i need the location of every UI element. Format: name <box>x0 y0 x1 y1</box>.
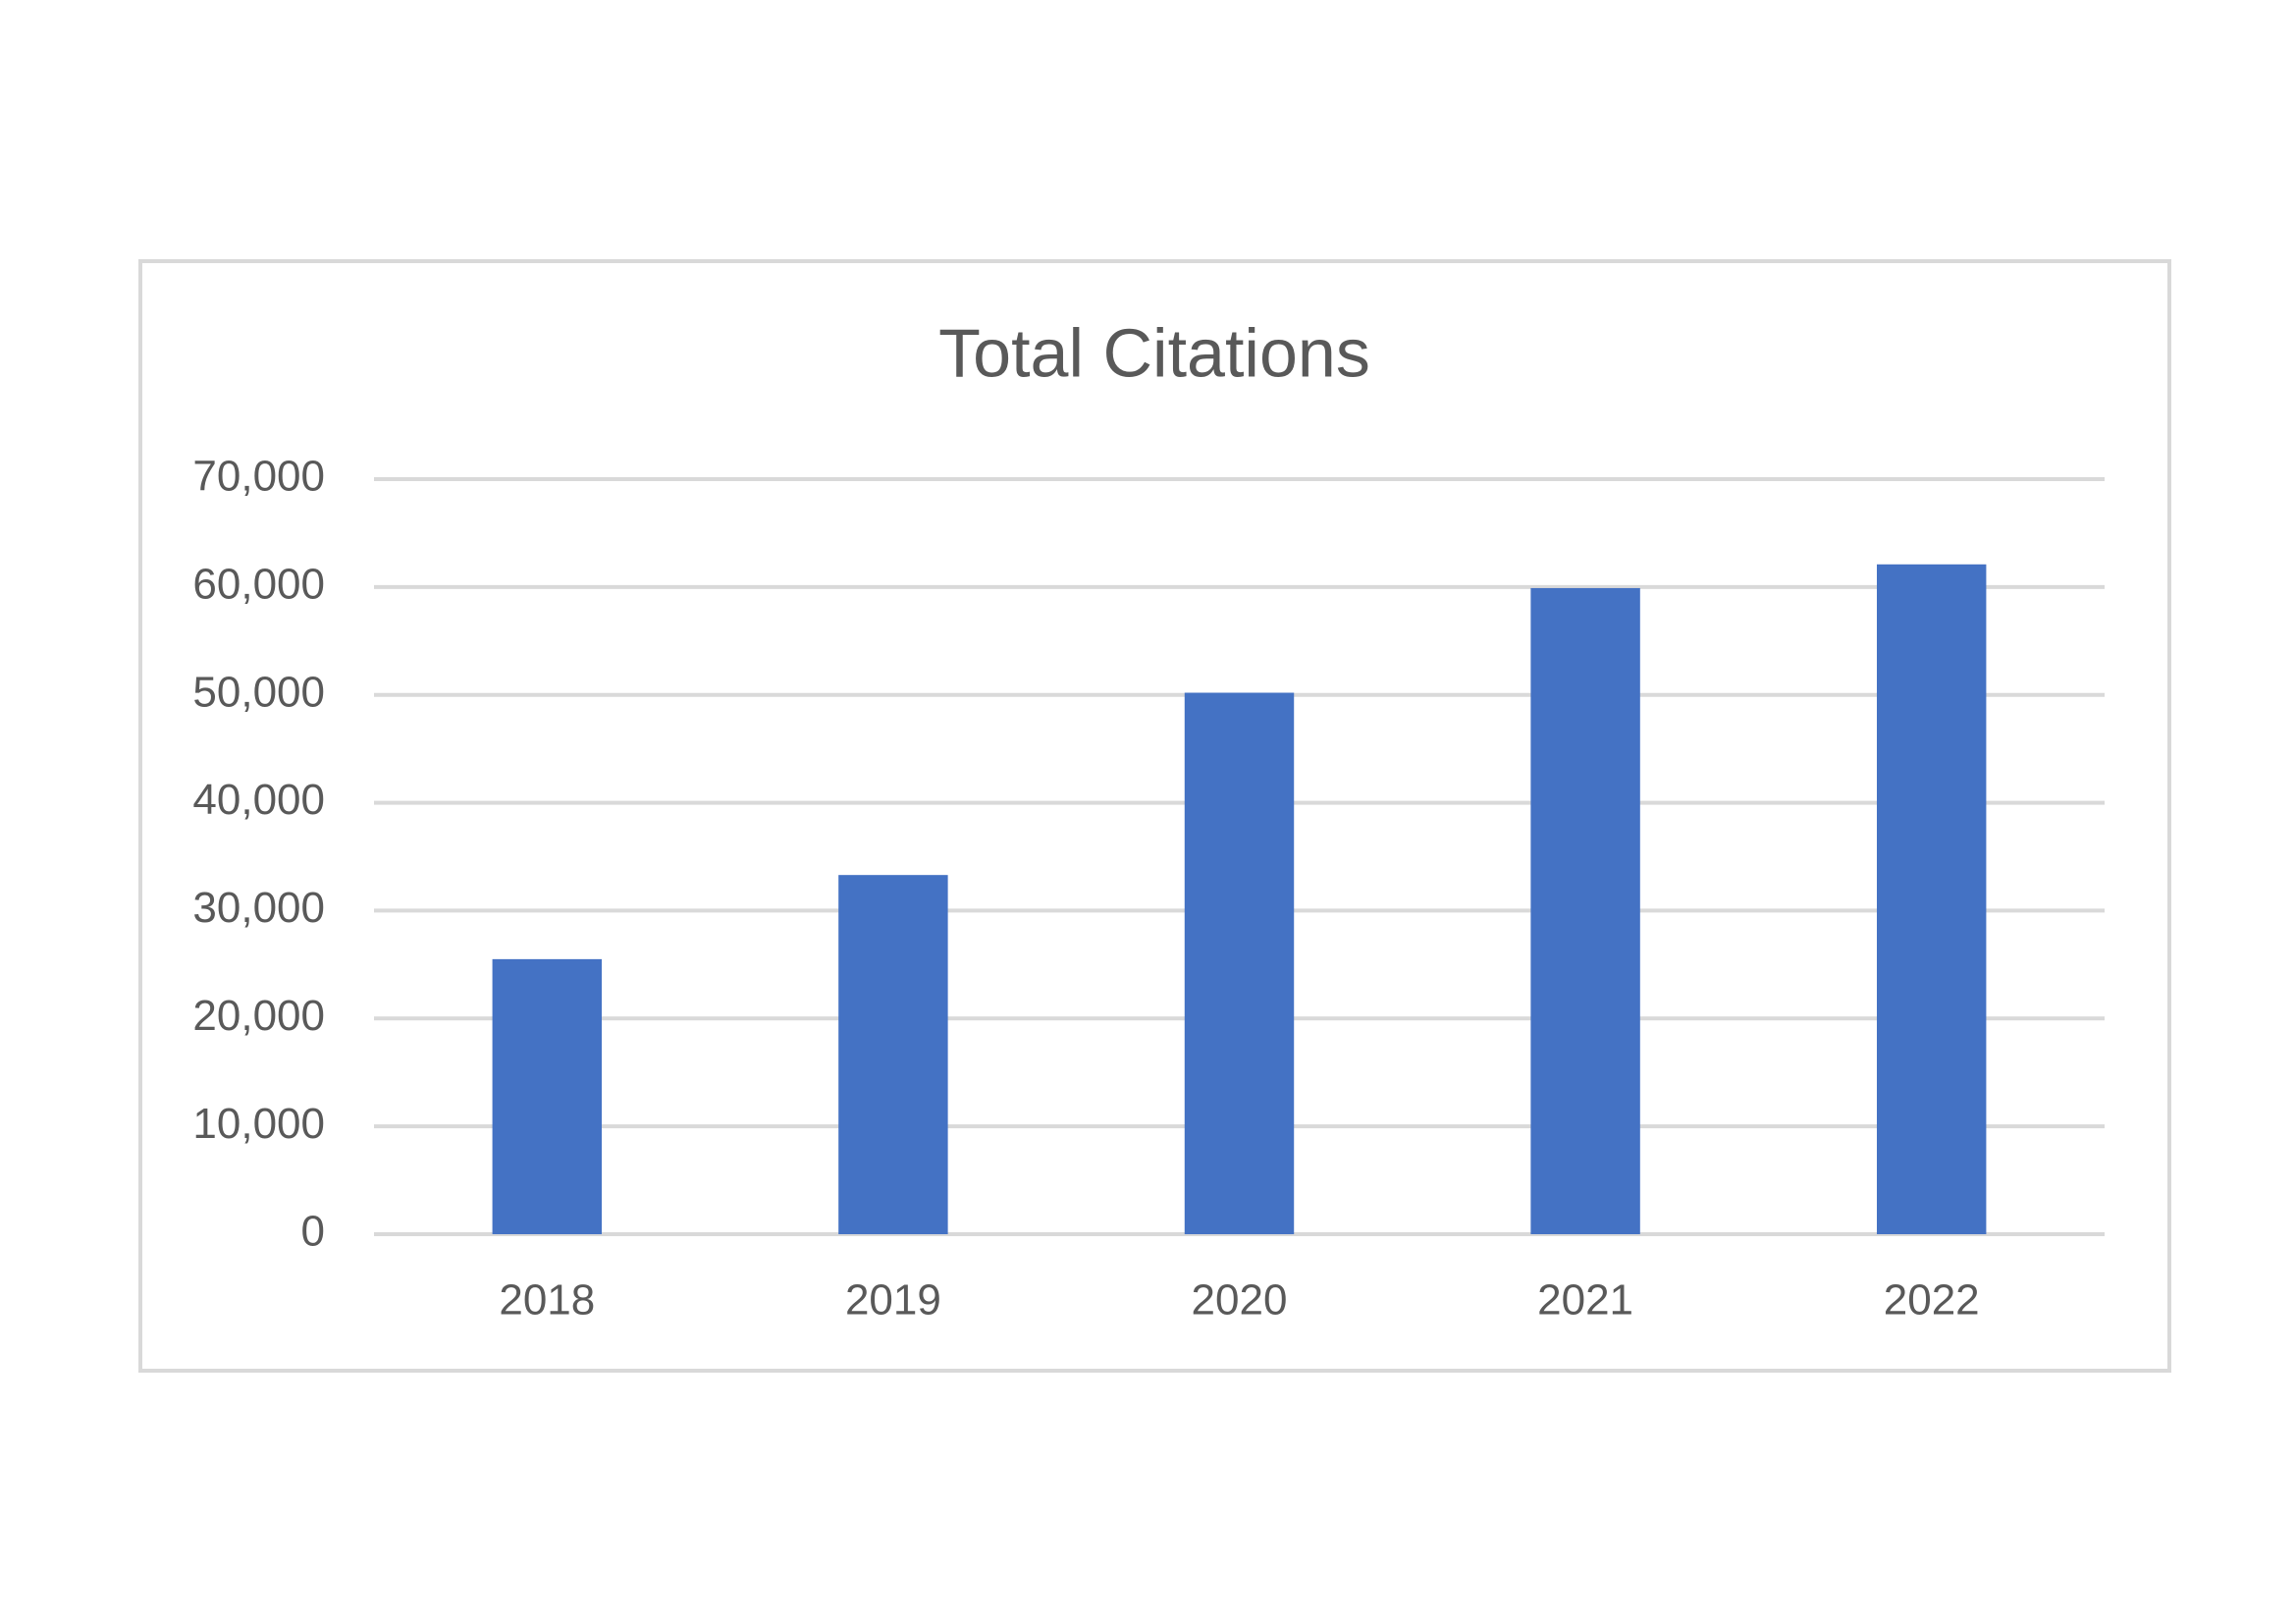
y-tick-label: 10,000 <box>192 1100 325 1148</box>
y-tick-label: 60,000 <box>192 560 325 608</box>
x-tick-label: 2021 <box>1537 1276 1633 1325</box>
chart-frame <box>138 259 2171 1373</box>
y-tick-label: 20,000 <box>192 992 325 1040</box>
bar <box>1530 587 1640 1234</box>
bar <box>1876 564 1987 1234</box>
chart-title: Total Citations <box>938 314 1370 391</box>
y-tick-label: 30,000 <box>192 884 325 932</box>
y-tick-label: 0 <box>301 1208 325 1256</box>
x-tick-label: 2019 <box>845 1276 941 1325</box>
bar <box>1184 692 1295 1234</box>
x-tick-label: 2020 <box>1192 1276 1288 1325</box>
bar <box>838 875 948 1234</box>
bar <box>492 958 603 1234</box>
y-tick-label: 40,000 <box>192 776 325 824</box>
x-tick-label: 2022 <box>1884 1276 1980 1325</box>
y-tick-label: 50,000 <box>192 668 325 716</box>
x-tick-label: 2018 <box>499 1276 595 1325</box>
y-tick-label: 70,000 <box>192 453 325 501</box>
